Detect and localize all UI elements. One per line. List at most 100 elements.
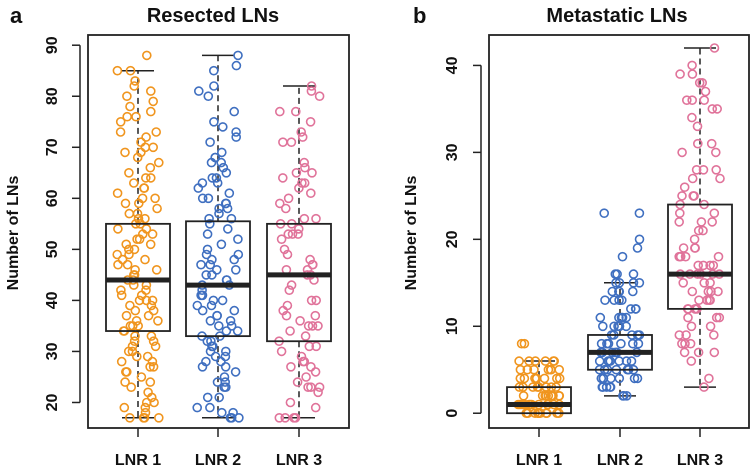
data-point [216,239,227,250]
data-point [146,106,156,117]
data-point [148,361,159,372]
data-point [702,295,712,306]
data-point [678,243,689,253]
data-point [711,165,722,175]
data-point [209,65,219,76]
data-point [680,338,690,349]
data-point [154,157,164,168]
data-point [214,321,224,331]
data-point [221,382,231,393]
data-point [221,346,231,357]
data-point [234,412,244,423]
data-point [212,178,223,188]
data-point [146,300,157,311]
data-point [709,208,720,218]
data-point [145,239,156,250]
data-point [153,315,163,326]
data-point [686,356,697,366]
data-point [125,101,135,112]
data-point [554,364,565,375]
data-point [700,86,711,97]
data-point [202,244,213,255]
data-point [277,173,288,183]
data-point [229,305,240,316]
data-point [290,106,301,117]
data-point [539,373,550,384]
data-point [120,147,130,158]
data-point [305,117,316,127]
data-point [519,373,530,384]
data-point [293,224,304,234]
data-point [634,208,645,218]
data-point [305,254,315,265]
data-point [612,269,622,279]
data-point [201,356,211,367]
data-point [307,259,318,270]
data-point [692,138,703,149]
data-point [715,173,725,184]
data-point [296,351,307,362]
y-tick-label: 30 [444,143,461,161]
data-point [278,137,288,147]
data-point [124,168,134,178]
data-point [301,372,311,382]
data-point [706,138,717,149]
data-point [205,315,216,326]
data-point [628,269,639,279]
data-point [600,295,610,306]
data-point [518,390,529,401]
data-point [279,244,290,255]
points-1 [112,50,164,423]
box-2 [202,54,234,419]
data-point [205,219,215,229]
x-tick-label: LNR 1 [516,452,562,469]
data-point [299,213,310,224]
data-point [694,295,704,306]
data-point [148,142,158,153]
data-point [141,285,151,296]
data-point [294,183,304,193]
data-point [151,127,161,137]
panel-a-title: Resected LNs [147,5,279,27]
data-point [115,127,126,137]
data-point [150,341,161,352]
data-point [232,326,243,336]
data-point [197,178,208,188]
data-point [618,390,628,401]
data-point [146,331,157,341]
data-point [233,50,243,61]
data-point [205,259,215,270]
data-point [221,326,232,336]
data-point [285,397,296,408]
data-point [201,270,211,280]
data-point [212,310,222,321]
data-point [306,81,317,91]
data-point [712,104,723,114]
data-point [283,229,294,239]
data-point [145,162,156,173]
data-point [233,249,244,260]
x-tick-label: LNR 3 [276,452,322,469]
data-point [305,188,316,198]
data-point [698,225,708,236]
data-point [280,203,291,214]
y-tick-label: 40 [44,291,61,309]
data-point [692,121,703,132]
data-point [617,251,628,262]
data-point [120,198,131,209]
data-point [124,244,134,255]
data-point [689,234,700,245]
data-point [206,336,216,347]
data-point [192,300,203,311]
data-point [140,407,151,418]
data-point [136,137,146,147]
y-tick-label: 30 [44,342,61,360]
data-point [217,147,227,158]
data-point [699,277,710,288]
data-point [674,251,685,262]
data-point [687,112,697,123]
data-point [141,224,152,234]
panel-b-ylabel: Number of LNs [403,176,420,291]
data-point [311,341,322,352]
data-point [113,224,123,234]
